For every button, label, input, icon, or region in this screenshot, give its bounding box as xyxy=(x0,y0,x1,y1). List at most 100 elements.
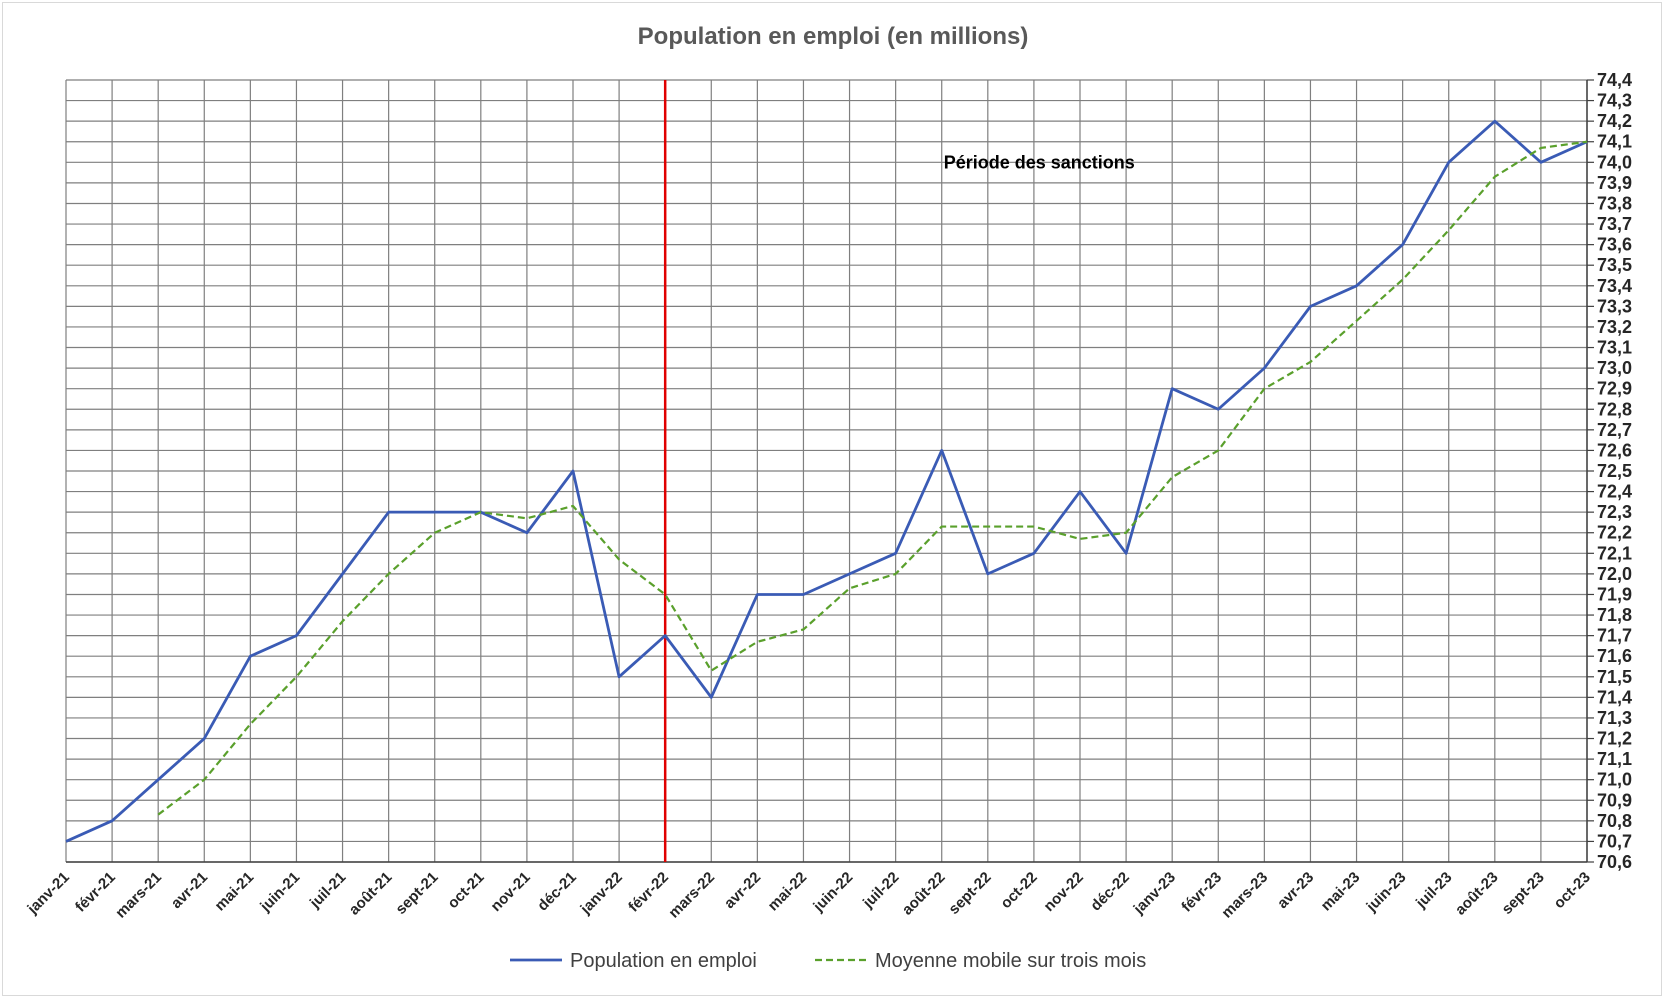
y-tick-label: 71,2 xyxy=(1597,729,1632,749)
data-point-moving-average xyxy=(156,813,160,817)
y-tick-label: 72,2 xyxy=(1597,523,1632,543)
y-tick-label: 72,5 xyxy=(1597,461,1632,481)
data-point-population xyxy=(1355,284,1359,288)
data-point-population xyxy=(617,675,621,679)
data-point-population xyxy=(110,819,114,823)
x-tick-label: oct-22 xyxy=(997,869,1040,912)
x-tick-label: avr-22 xyxy=(721,869,764,912)
y-tick-label: 72,4 xyxy=(1597,482,1632,502)
data-point-population xyxy=(387,510,391,514)
x-tick-label: mai-23 xyxy=(1318,869,1364,915)
data-point-population xyxy=(1170,387,1174,391)
y-tick-label: 70,9 xyxy=(1597,790,1632,810)
y-tick-label: 71,0 xyxy=(1597,770,1632,790)
y-tick-label: 73,9 xyxy=(1597,173,1632,193)
x-tick-label: janv-22 xyxy=(577,869,626,918)
x-tick-label: sept-23 xyxy=(1499,869,1548,918)
y-tick-label: 71,1 xyxy=(1597,749,1632,769)
data-point-population xyxy=(1493,119,1497,123)
chart-title: Population en emploi (en millions) xyxy=(638,23,1029,50)
y-tick-label: 73,0 xyxy=(1597,358,1632,378)
x-tick-label: mai-21 xyxy=(212,869,258,915)
y-tick-label: 70,6 xyxy=(1597,852,1632,872)
data-point-moving-average xyxy=(387,572,391,576)
y-tick-label: 73,3 xyxy=(1597,296,1632,316)
data-point-moving-average xyxy=(341,619,345,623)
y-axis-ticks: 70,670,770,870,971,071,171,271,371,471,5… xyxy=(1587,70,1632,872)
x-tick-label: janv-21 xyxy=(24,869,73,918)
x-tick-label: avr-21 xyxy=(168,869,211,912)
data-point-population xyxy=(1032,551,1036,555)
data-point-moving-average xyxy=(986,525,990,529)
legend-label-moving-average: Moyenne mobile sur trois mois xyxy=(875,950,1146,972)
data-point-moving-average xyxy=(1539,146,1543,150)
x-tick-label: nov-22 xyxy=(1041,869,1087,915)
y-tick-label: 74,0 xyxy=(1597,152,1632,172)
y-tick-label: 72,0 xyxy=(1597,564,1632,584)
data-point-population xyxy=(940,448,944,452)
data-point-population xyxy=(341,572,345,576)
data-point-population xyxy=(64,839,68,843)
data-point-moving-average xyxy=(294,675,298,679)
y-tick-label: 71,9 xyxy=(1597,584,1632,604)
x-tick-label: déc-21 xyxy=(534,869,580,915)
x-tick-label: avr-23 xyxy=(1274,869,1317,912)
data-point-population xyxy=(1447,160,1451,164)
y-tick-label: 73,2 xyxy=(1597,317,1632,337)
data-point-moving-average xyxy=(248,722,252,726)
y-tick-label: 71,4 xyxy=(1597,687,1632,707)
data-point-moving-average xyxy=(1401,278,1405,282)
y-tick-label: 71,3 xyxy=(1597,708,1632,728)
data-point-population xyxy=(894,551,898,555)
data-point-population xyxy=(1078,490,1082,494)
legend-label-population: Population en emploi xyxy=(570,950,757,972)
x-tick-label: janv-23 xyxy=(1130,869,1179,918)
data-point-moving-average xyxy=(571,504,575,508)
data-point-moving-average xyxy=(617,557,621,561)
y-tick-label: 74,3 xyxy=(1597,91,1632,111)
y-tick-label: 73,5 xyxy=(1597,255,1632,275)
y-tick-label: 73,7 xyxy=(1597,214,1632,234)
y-tick-label: 70,8 xyxy=(1597,811,1632,831)
series-line-moving-average xyxy=(157,140,1588,816)
data-point-population xyxy=(801,592,805,596)
data-point-moving-average xyxy=(1216,448,1220,452)
x-tick-label: juil-23 xyxy=(1412,869,1455,912)
x-tick-label: mars-23 xyxy=(1218,869,1271,922)
y-tick-label: 74,2 xyxy=(1597,111,1632,131)
y-tick-label: 74,1 xyxy=(1597,132,1632,152)
y-tick-label: 72,8 xyxy=(1597,399,1632,419)
x-tick-label: juil-22 xyxy=(859,869,902,912)
x-tick-label: oct-21 xyxy=(444,869,487,912)
x-tick-label: déc-22 xyxy=(1087,869,1133,915)
chart-annotations: Période des sanctions xyxy=(663,80,1135,862)
data-point-moving-average xyxy=(801,627,805,631)
y-tick-label: 73,4 xyxy=(1597,276,1632,296)
x-tick-label: août-21 xyxy=(346,869,396,919)
data-point-population xyxy=(248,654,252,658)
data-point-population xyxy=(986,572,990,576)
data-point-population xyxy=(294,634,298,638)
data-point-moving-average xyxy=(525,516,529,520)
data-point-population xyxy=(571,469,575,473)
data-point-moving-average xyxy=(479,510,483,514)
x-tick-label: juin-22 xyxy=(809,869,856,916)
y-tick-label: 73,1 xyxy=(1597,338,1632,358)
data-point-moving-average xyxy=(848,586,852,590)
y-tick-label: 72,3 xyxy=(1597,502,1632,522)
x-tick-label: oct-23 xyxy=(1551,869,1594,912)
x-tick-label: août-23 xyxy=(1452,869,1502,919)
data-point-moving-average xyxy=(1262,387,1266,391)
y-tick-label: 73,6 xyxy=(1597,235,1632,255)
data-point-moving-average xyxy=(663,592,667,596)
data-point-moving-average xyxy=(1308,360,1312,364)
data-point-population xyxy=(755,592,759,596)
x-tick-label: nov-21 xyxy=(488,869,534,915)
data-point-population xyxy=(1124,551,1128,555)
y-tick-label: 72,7 xyxy=(1597,420,1632,440)
data-point-moving-average xyxy=(709,669,713,673)
y-tick-label: 72,9 xyxy=(1597,379,1632,399)
x-tick-label: mars-22 xyxy=(665,869,718,922)
